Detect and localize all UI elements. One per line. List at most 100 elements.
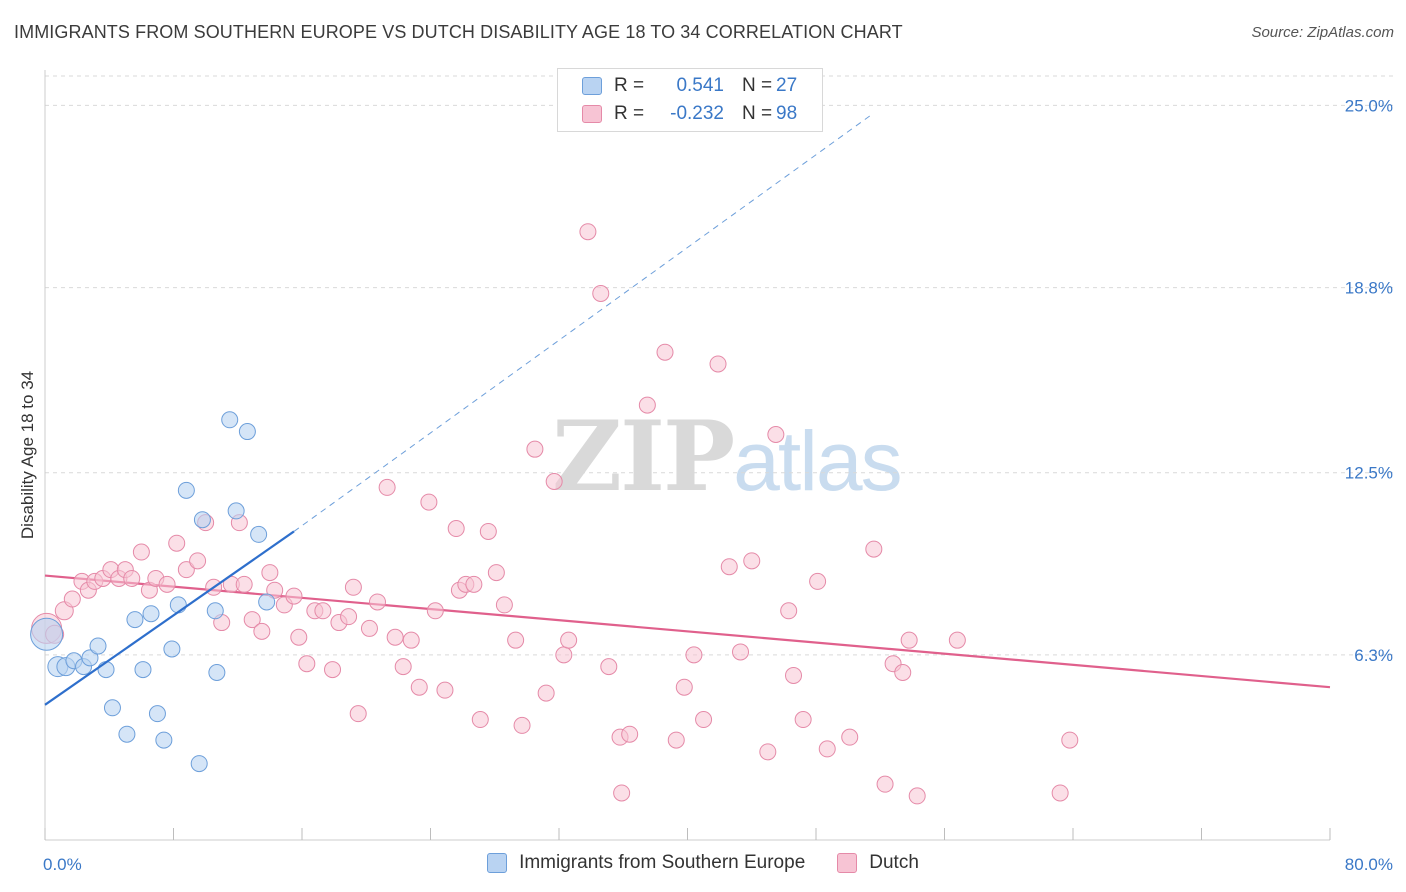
point-dutch-25 xyxy=(243,611,261,629)
y-tick-label-3: 25.0% xyxy=(1345,96,1393,115)
point-southern-europe-14 xyxy=(155,731,173,749)
legend-n-value: 98 xyxy=(776,103,798,124)
legend-swatch-pink xyxy=(837,853,858,873)
point-dutch-73 xyxy=(667,731,685,749)
point-dutch-11 xyxy=(123,569,141,587)
point-dutch-60 xyxy=(526,440,544,458)
legend-r-value: -0.232 xyxy=(670,103,724,124)
points-dutch xyxy=(31,223,1079,805)
point-dutch-31 xyxy=(290,628,308,646)
y-tick-label-1: 12.5% xyxy=(1345,464,1393,483)
point-dutch-84 xyxy=(785,666,803,684)
y-tick-label-0: 6.3% xyxy=(1354,646,1393,665)
legend-label-dutch: Dutch xyxy=(869,852,919,873)
legend-label-southern-europe: Immigrants from Southern Europe xyxy=(519,852,806,873)
point-southern-europe-19 xyxy=(193,511,211,529)
point-dutch-78 xyxy=(720,558,738,576)
point-southern-europe-13 xyxy=(148,705,166,723)
point-dutch-45 xyxy=(402,631,420,649)
point-dutch-26 xyxy=(253,622,271,640)
point-southern-europe-7 xyxy=(97,661,115,679)
legend-row-southern-europe: R = 0.541 N = 27 xyxy=(582,73,797,99)
point-dutch-90 xyxy=(876,775,894,793)
point-southern-europe-8 xyxy=(103,699,121,717)
point-dutch-58 xyxy=(507,631,525,649)
point-southern-europe-9 xyxy=(118,725,136,743)
point-dutch-55 xyxy=(479,522,497,540)
point-southern-europe-25 xyxy=(250,525,268,543)
point-dutch-67 xyxy=(600,658,618,676)
point-dutch-62 xyxy=(545,473,563,491)
legend-n-value: 27 xyxy=(776,75,798,96)
legend-r-label: R = xyxy=(614,103,645,124)
point-southern-europe-16 xyxy=(169,596,187,614)
legend-row-dutch: R = -0.232 N = 98 xyxy=(582,101,797,127)
source-credit: Source: ZipAtlas.com xyxy=(1251,24,1394,41)
trendline-southern-europe xyxy=(44,530,295,706)
point-southern-europe-24 xyxy=(238,423,256,441)
point-dutch-92 xyxy=(894,664,912,682)
point-dutch-82 xyxy=(767,425,785,443)
point-dutch-49 xyxy=(436,681,454,699)
legend-swatch-blue xyxy=(487,853,508,873)
point-dutch-79 xyxy=(732,643,750,661)
point-dutch-88 xyxy=(841,728,859,746)
point-dutch-97 xyxy=(1061,731,1079,749)
point-dutch-12 xyxy=(132,543,150,561)
point-dutch-70 xyxy=(621,725,639,743)
point-southern-europe-0 xyxy=(30,617,64,651)
point-dutch-69 xyxy=(613,784,631,802)
point-southern-europe-5 xyxy=(81,649,99,667)
point-southern-europe-20 xyxy=(206,602,224,620)
point-southern-europe-23 xyxy=(227,502,245,520)
point-dutch-96 xyxy=(1051,784,1069,802)
point-dutch-47 xyxy=(420,493,438,511)
point-dutch-75 xyxy=(685,646,703,664)
point-southern-europe-15 xyxy=(163,640,181,658)
chart-title: IMMIGRANTS FROM SOUTHERN EUROPE VS DUTCH… xyxy=(14,22,903,42)
x-tick-label-1: 80.0% xyxy=(1345,855,1393,874)
legend-r-value: 0.541 xyxy=(676,75,724,96)
point-southern-europe-22 xyxy=(221,411,239,429)
point-dutch-64 xyxy=(560,631,578,649)
point-dutch-83 xyxy=(780,602,798,620)
series-legend: Immigrants from Southern Europe Dutch xyxy=(0,852,1406,874)
legend-swatch-pink xyxy=(582,105,602,123)
point-dutch-61 xyxy=(537,684,555,702)
point-southern-europe-11 xyxy=(134,661,152,679)
point-dutch-15 xyxy=(158,575,176,593)
point-dutch-80 xyxy=(743,552,761,570)
stats-legend: R = 0.541 N = 27 R = -0.232 N = 98 xyxy=(557,68,823,132)
point-dutch-95 xyxy=(948,631,966,649)
point-dutch-46 xyxy=(410,678,428,696)
point-dutch-87 xyxy=(818,740,836,758)
point-dutch-40 xyxy=(360,619,378,637)
point-dutch-85 xyxy=(794,711,812,729)
point-dutch-94 xyxy=(908,787,926,805)
legend-item-dutch[interactable]: Dutch xyxy=(837,852,919,874)
point-dutch-48 xyxy=(426,602,444,620)
point-dutch-38 xyxy=(344,578,362,596)
point-southern-europe-6 xyxy=(89,637,107,655)
point-southern-europe-21 xyxy=(208,664,226,682)
trendline-southern-europe-extension xyxy=(293,113,873,532)
point-dutch-42 xyxy=(378,478,396,496)
point-southern-europe-17 xyxy=(177,481,195,499)
point-dutch-24 xyxy=(235,575,253,593)
point-dutch-57 xyxy=(495,596,513,614)
point-dutch-34 xyxy=(314,602,332,620)
point-dutch-65 xyxy=(579,223,597,241)
trend-southern-europe xyxy=(44,113,873,706)
point-dutch-63 xyxy=(555,646,573,664)
point-dutch-54 xyxy=(471,711,489,729)
point-dutch-17 xyxy=(177,561,195,579)
point-dutch-76 xyxy=(695,711,713,729)
legend-n-label: N = xyxy=(742,75,773,96)
point-dutch-3 xyxy=(63,590,81,608)
legend-item-southern-europe[interactable]: Immigrants from Southern Europe xyxy=(487,852,805,874)
point-dutch-77 xyxy=(709,355,727,373)
points-southern-europe xyxy=(30,411,276,773)
point-dutch-37 xyxy=(340,608,358,626)
point-dutch-16 xyxy=(168,534,186,552)
